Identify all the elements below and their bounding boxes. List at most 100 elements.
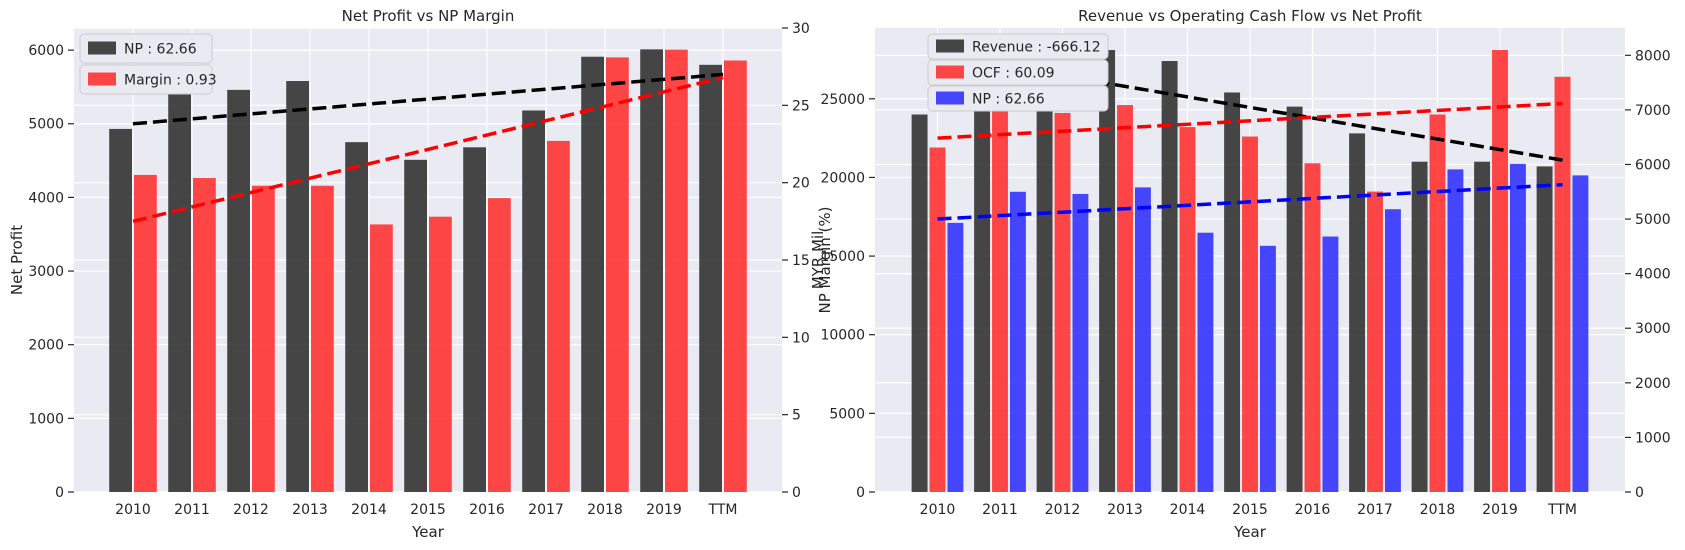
y-tick-label-right: 3000 — [1635, 321, 1671, 337]
bar — [1286, 106, 1303, 492]
bar — [974, 79, 991, 492]
bar — [1242, 136, 1258, 492]
y-tick-label: 20000 — [820, 170, 865, 186]
bar — [665, 49, 688, 493]
y-tick-label: 2000 — [28, 338, 64, 354]
y-tick-label: 5000 — [28, 117, 64, 133]
x-tick-label: 2019 — [646, 502, 682, 518]
y-tick-label-right: 30 — [792, 21, 810, 37]
x-tick-label: 2011 — [982, 502, 1018, 518]
bar — [286, 81, 309, 493]
bar — [109, 128, 132, 492]
bar — [522, 110, 545, 492]
y-tick-label: 1000 — [28, 411, 64, 427]
bar — [1036, 61, 1053, 492]
y-tick-label: 0 — [856, 485, 865, 501]
x-axis-label: Year — [411, 523, 445, 541]
bar — [1474, 161, 1491, 492]
bar — [311, 185, 334, 492]
legend-swatch — [936, 65, 964, 79]
bar — [606, 57, 629, 493]
legend-swatch — [88, 41, 116, 55]
legend-label: OCF : 60.09 — [972, 66, 1055, 82]
bar — [488, 198, 511, 492]
legend-box — [927, 33, 1109, 60]
bar — [947, 222, 964, 492]
legend-swatch — [936, 91, 964, 105]
bar — [1161, 61, 1178, 492]
y-tick-label-right: 4000 — [1635, 267, 1671, 283]
x-tick-label: 2018 — [1420, 502, 1456, 518]
y-tick-label: 3000 — [28, 264, 64, 280]
bar — [1367, 191, 1383, 493]
y-tick-label: 15000 — [820, 249, 865, 265]
bar — [699, 64, 722, 493]
bar — [1009, 191, 1026, 492]
chart-revenue-ocf-np: 0 5000 10000 15000 20000 25000 0 1000 2000 3000 40… — [809, 7, 1671, 541]
trendline — [132, 72, 724, 126]
bar — [134, 174, 157, 492]
trendline — [132, 75, 724, 224]
y-tick-label: 10000 — [820, 328, 865, 344]
legend-label: Revenue : -666.12 — [972, 40, 1101, 56]
x-tick-label: TTM — [1547, 502, 1577, 518]
x-tick-label: 2017 — [528, 502, 564, 518]
bar — [1259, 245, 1276, 492]
bar — [1447, 169, 1464, 492]
chart-net-profit-vs-margin: 0 1000 2000 3000 4000 5000 6000 0 5 10 15 20 25 30 201… — [8, 7, 834, 541]
x-tick-label: 2018 — [587, 502, 623, 518]
y-tick-label: 5000 — [829, 406, 865, 422]
bar — [640, 49, 663, 492]
bar — [1322, 236, 1339, 492]
x-tick-label: 2014 — [351, 502, 387, 518]
y-tick-label-right: 6000 — [1635, 157, 1671, 173]
bar — [1054, 112, 1071, 492]
bar — [992, 105, 1008, 492]
legend-box — [79, 33, 213, 64]
trendline — [937, 101, 1563, 140]
y-tick-label-right: 0 — [1635, 485, 1644, 501]
y-axis-label: Net Profit — [8, 225, 26, 295]
chart-title: Revenue vs Operating Cash Flow vs Net Pr… — [1078, 7, 1422, 25]
legend-label: NP : 62.66 — [972, 92, 1045, 108]
x-tick-label: 2010 — [115, 502, 151, 518]
y-tick-label-right: 8000 — [1635, 48, 1671, 64]
bar — [429, 216, 452, 492]
x-tick-label: 2019 — [1482, 502, 1518, 518]
legend-box — [927, 59, 1109, 86]
x-tick-label: 2012 — [1045, 502, 1081, 518]
bar — [1429, 114, 1446, 492]
legend-label: Margin : 0.93 — [124, 73, 217, 89]
y-axis-label-right: NP Margin (%) — [816, 207, 834, 314]
y-tick-label-right: 1000 — [1635, 430, 1671, 446]
x-tick-label: 2013 — [1107, 502, 1143, 518]
legend-swatch — [88, 72, 116, 86]
x-tick-label: 2012 — [233, 502, 269, 518]
bar — [252, 185, 275, 492]
y-tick-label-right: 7000 — [1635, 103, 1671, 119]
y-tick-label-right: 2000 — [1635, 376, 1671, 392]
y-tick-label-right: 10 — [792, 330, 810, 346]
x-tick-label: 2011 — [174, 502, 210, 518]
y-tick-label-right: 0 — [792, 485, 801, 501]
bar — [1509, 163, 1526, 492]
x-axis-label: Year — [1233, 523, 1267, 541]
x-tick-label: TTM — [708, 502, 738, 518]
y-tick-label: 25000 — [820, 92, 865, 108]
bar — [547, 140, 570, 492]
bar — [1554, 76, 1571, 492]
x-tick-label: 2015 — [1232, 502, 1268, 518]
bar — [724, 60, 747, 492]
y-tick-label: 0 — [55, 485, 64, 501]
bar — [193, 178, 216, 492]
bar — [227, 89, 250, 492]
bar — [581, 56, 604, 492]
bar — [1072, 193, 1089, 492]
x-tick-label: 2016 — [1295, 502, 1331, 518]
bar — [370, 224, 393, 492]
chart-title: Net Profit vs NP Margin — [342, 7, 515, 25]
legend-swatch — [936, 39, 964, 53]
bar — [1179, 127, 1196, 492]
bar — [1572, 175, 1589, 492]
legend-label: NP : 62.66 — [124, 42, 197, 58]
